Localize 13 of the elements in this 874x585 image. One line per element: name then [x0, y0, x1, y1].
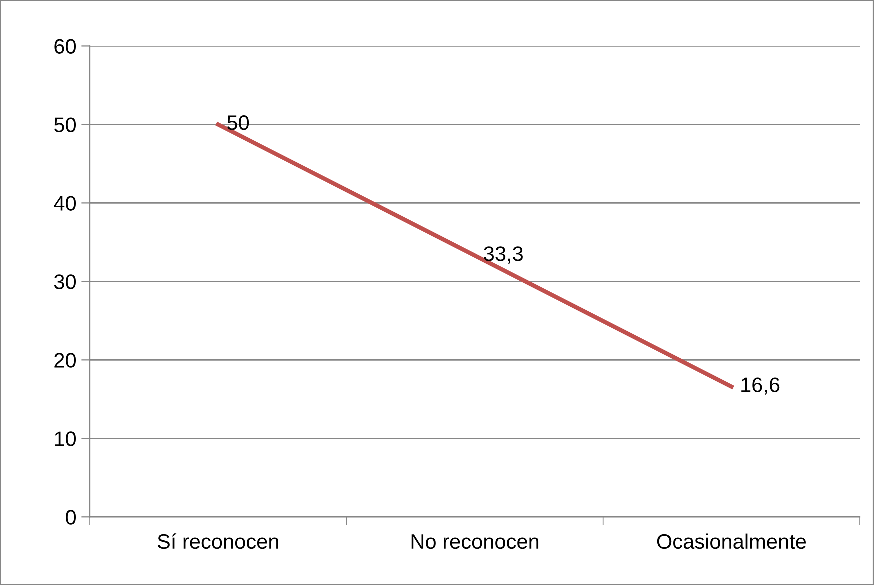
y-tick-label: 0: [66, 510, 76, 525]
y-tick-label: 30: [54, 274, 76, 290]
y-tick-label: 50: [54, 118, 76, 132]
data-label: 50: [228, 116, 250, 130]
x-tick-label: Sí reconocen: [158, 534, 278, 550]
data-label: 16,6: [742, 378, 780, 395]
y-tick-label: 40: [54, 196, 76, 211]
data-label: 33,3: [484, 246, 523, 264]
x-tick-label: No reconocen: [412, 534, 539, 550]
x-tick-label: Ocasionalmente: [657, 534, 806, 550]
y-tick-label: 60: [54, 39, 76, 54]
y-tick-label: 10: [55, 432, 76, 446]
y-tick-label: 20: [54, 353, 76, 368]
